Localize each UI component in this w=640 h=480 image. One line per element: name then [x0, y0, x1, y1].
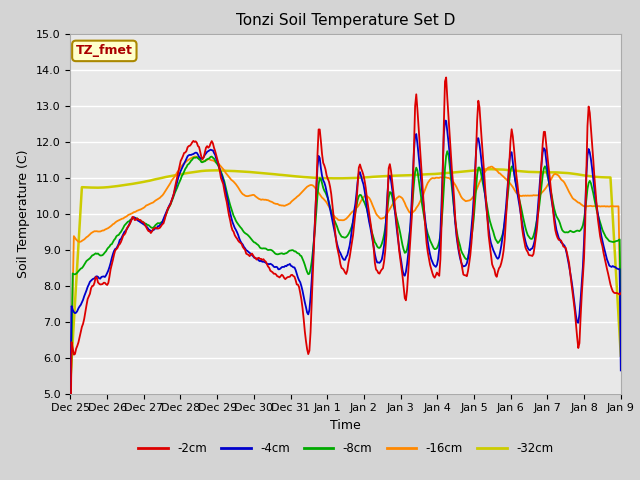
- Title: Tonzi Soil Temperature Set D: Tonzi Soil Temperature Set D: [236, 13, 455, 28]
- Text: TZ_fmet: TZ_fmet: [76, 44, 132, 58]
- X-axis label: Time: Time: [330, 419, 361, 432]
- Y-axis label: Soil Temperature (C): Soil Temperature (C): [17, 149, 30, 278]
- Legend: -2cm, -4cm, -8cm, -16cm, -32cm: -2cm, -4cm, -8cm, -16cm, -32cm: [133, 437, 558, 460]
